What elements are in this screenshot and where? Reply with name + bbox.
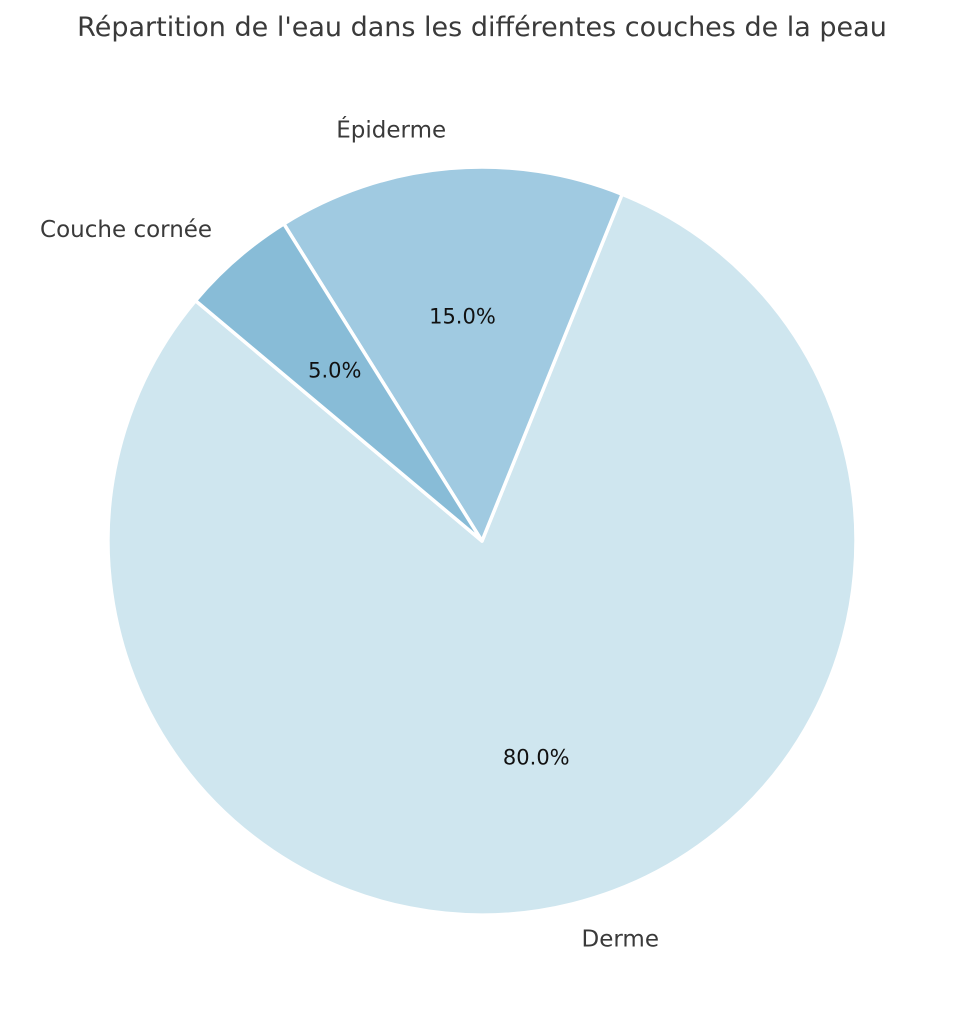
percent-label-couche-cornee: 5.0% xyxy=(308,359,361,383)
percent-label-derme: 80.0% xyxy=(503,746,570,770)
pie-slice-epiderme xyxy=(282,165,624,543)
chart-title: Répartition de l'eau dans les différente… xyxy=(77,12,887,43)
slice-label-epiderme: Épiderme xyxy=(336,116,446,144)
pie-slice-couche-cornee xyxy=(193,222,484,543)
pie-slices xyxy=(106,165,858,917)
percent-label-epiderme: 15.0% xyxy=(429,304,496,328)
pie-labels: Derme 80.0% Épiderme 15.0% Couche cornée 5.0% xyxy=(40,116,659,953)
slice-label-derme: Derme xyxy=(582,927,659,953)
slice-label-couche-cornee: Couche cornée xyxy=(40,217,212,243)
pie-slice-derme xyxy=(106,192,858,917)
